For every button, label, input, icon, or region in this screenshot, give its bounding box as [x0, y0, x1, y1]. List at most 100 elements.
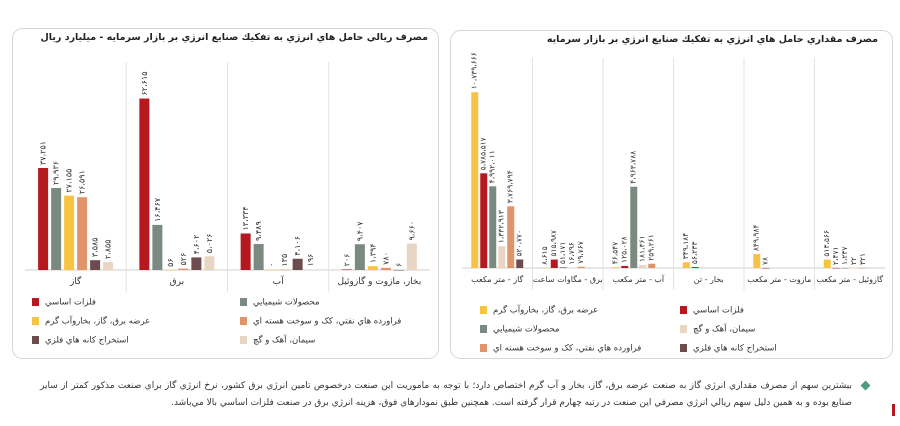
bar: [240, 233, 251, 270]
x-tick-label: برق: [170, 277, 184, 287]
value-label: ۴۶،۵۴۷: [611, 242, 620, 265]
bar: [51, 188, 62, 270]
bar: [541, 267, 549, 269]
value-label: ۸۴۹،۹۸۴: [752, 224, 761, 251]
value-label: ۴،۶۰۲: [192, 235, 201, 255]
value-label: ۱۳۵: [280, 254, 289, 267]
bar: [841, 267, 849, 269]
bar: [64, 195, 75, 270]
legend-swatch: [240, 317, 247, 325]
bar: [354, 244, 365, 270]
value-label: ۷۸: [761, 257, 770, 265]
chart-title: مصرف مقداري حامل هاي انرژي به تفكيك صناي…: [547, 34, 878, 45]
bar: [292, 258, 303, 270]
legend-label: فلزات اساسي: [45, 298, 96, 308]
bar: [850, 267, 858, 269]
bar: [341, 269, 352, 270]
value-label: ۱۳،۳۳۴: [241, 206, 250, 230]
value-label: ۵،۰۲۶: [205, 233, 214, 253]
bar: [489, 186, 497, 268]
bullet: [860, 380, 871, 391]
bar: [266, 270, 277, 271]
bar: [393, 269, 404, 271]
value-label: ۱،۳۳۲،۹۱۳: [497, 210, 506, 243]
bar: [753, 254, 761, 268]
legend-label: فلزات اساسي: [693, 306, 744, 316]
value-label: ۲۶،۵۹۱: [78, 170, 87, 194]
value-label: ۳،۵۸۵: [91, 237, 100, 257]
legend-swatch: [32, 298, 39, 306]
bar: [498, 246, 506, 268]
charts: مصرف ريالي حامل هاي انرژي به تفكيك صنايع…: [12, 28, 893, 359]
bar: [762, 267, 770, 269]
bar: [682, 262, 690, 268]
bar: [90, 260, 101, 270]
bar: [380, 267, 391, 270]
x-tick-label: آب - متر مكعب: [612, 274, 665, 284]
bar: [691, 267, 699, 268]
legend-swatch: [680, 306, 687, 314]
bar: [279, 269, 290, 271]
legend-swatch: [480, 325, 487, 333]
value-label: ۵،۷۸۵،۵۱۷: [479, 137, 488, 170]
value-label: ۵۱۵،۹۸۷: [549, 230, 558, 257]
value-label: ۲۹،۹۳۶: [52, 161, 61, 185]
legend-swatch: [32, 317, 39, 325]
value-label: ۱،۲۳۷: [840, 246, 849, 265]
value-label: ۱۶،۴۶۷: [153, 197, 162, 222]
bar: [77, 197, 88, 270]
value-label: ۳۴۹،۱۸۴: [681, 233, 690, 260]
right-panel: [450, 30, 893, 359]
legend-swatch: [680, 344, 687, 352]
bar: [612, 267, 620, 268]
value-label: ۱۰،۷۳۹،۶۶۶: [470, 52, 479, 89]
bar: [630, 186, 638, 268]
value-label: ۰: [267, 263, 276, 267]
x-tick-label: برق - مگاوات ساعت: [533, 274, 603, 284]
x-tick-label: گازوئيل - متر مكعب: [816, 274, 883, 284]
legend-swatch: [240, 298, 247, 306]
legend-label: فراورده هاي نفتي، كک و سوخت هسته اي: [493, 344, 641, 354]
value-label: ۲،۸۵۵: [104, 239, 113, 259]
corner-mark: [892, 404, 895, 416]
chart-title: مصرف ريالي حامل هاي انرژي به تفكيك صنايع…: [41, 32, 429, 43]
bar: [832, 267, 840, 269]
bar: [367, 266, 378, 270]
value-label: ۲۷،۱۵۵: [65, 169, 74, 193]
value-label: ۳۲۱: [858, 253, 867, 265]
value-label: ۱۹۶: [306, 254, 315, 267]
value-label: ۸،۶۱۵: [540, 246, 549, 265]
bar: [139, 98, 150, 271]
bar: [406, 243, 417, 270]
bar: [480, 173, 488, 268]
value-label: ۱۸۱،۳۶۱: [638, 235, 647, 262]
value-label: ۵۱۳،۵۶۶: [822, 230, 831, 257]
bar: [823, 259, 831, 268]
bar: [178, 268, 189, 270]
value-label: ۷۹،۷۶۷: [576, 241, 585, 264]
value-label: ۹،۶۶۰: [407, 221, 416, 241]
value-label: ۶: [394, 263, 403, 267]
legend-label: عرضه برق، گاز، بخاروآب گرم: [45, 315, 150, 327]
bar: [550, 259, 558, 268]
bar: [204, 256, 215, 270]
bar: [471, 92, 479, 268]
note: بيشترين سهم از مصرف مقداري انرژي گاز به …: [40, 381, 852, 408]
value-label: ۲۲: [849, 257, 858, 265]
x-tick-label: آب: [273, 275, 284, 287]
value-label: ۳۷،۲۵۱: [39, 141, 48, 165]
bar: [191, 257, 202, 270]
value-label: ۶۲،۶۱۵: [140, 71, 149, 95]
bar: [568, 267, 576, 269]
value-label: ۵۶: [166, 258, 175, 267]
bar: [859, 267, 867, 269]
value-label: ۲۰۶: [342, 254, 351, 267]
value-label: ۱،۳۹۴: [368, 243, 377, 263]
value-label: ۲۵۹،۲۶۱: [647, 234, 656, 261]
bar: [621, 265, 629, 268]
value-label: ۵۶،۲۳۳: [690, 242, 699, 265]
value-label: ۳،۷۶۹،۷۹۴: [506, 170, 515, 203]
x-tick-label: مازوت - متر مكعب: [747, 275, 811, 284]
bar: [507, 206, 515, 268]
